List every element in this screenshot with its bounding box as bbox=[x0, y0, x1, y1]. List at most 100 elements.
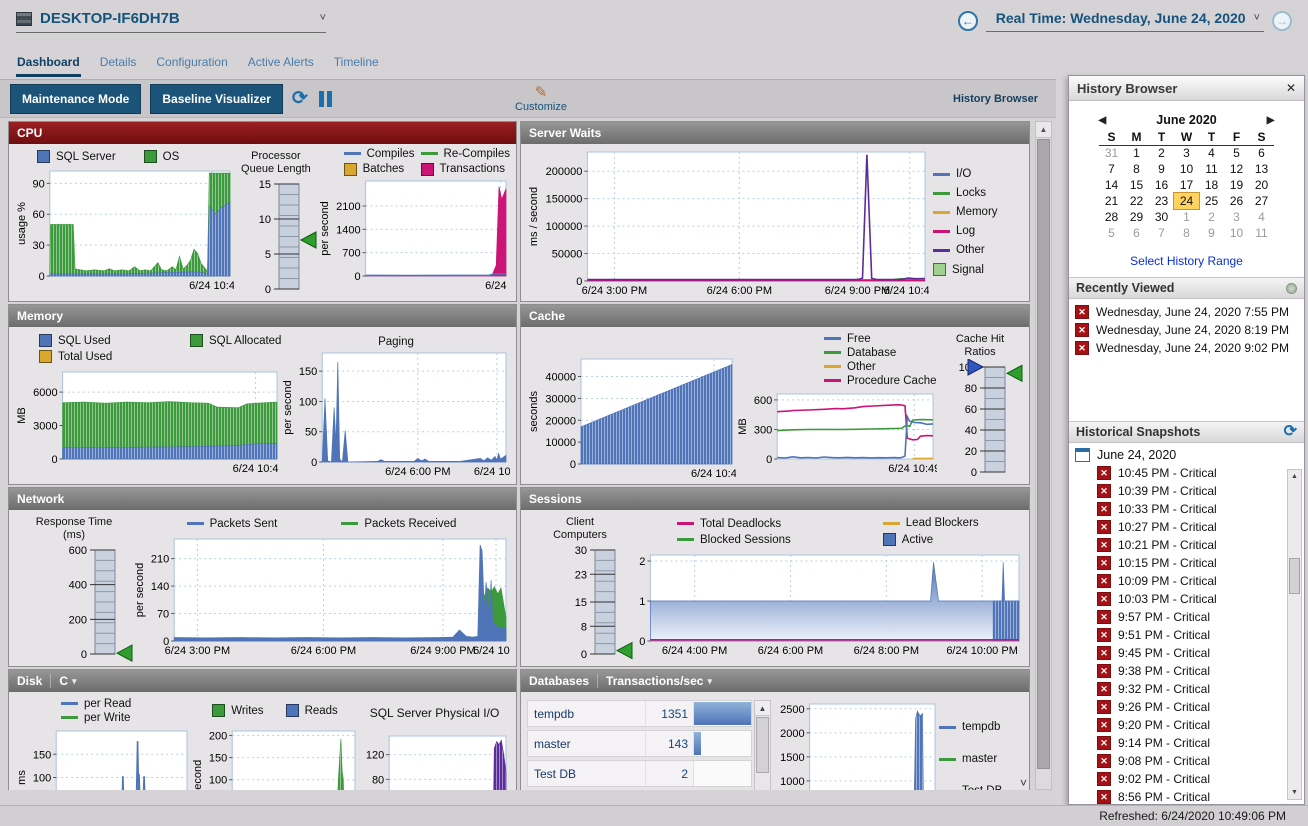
delete-icon[interactable]: ✕ bbox=[1097, 628, 1111, 642]
list-item[interactable]: ✕ 10:09 PM - Critical bbox=[1097, 574, 1284, 588]
select-history-range-link[interactable]: Select History Range bbox=[1130, 254, 1243, 268]
calendar-day[interactable]: 31 bbox=[1104, 146, 1119, 161]
scroll-up-icon[interactable]: ▲ bbox=[755, 701, 770, 716]
calendar-day[interactable]: 13 bbox=[1254, 162, 1269, 176]
list-item[interactable]: ✕ Wednesday, June 24, 2020 9:02 PM bbox=[1075, 341, 1300, 355]
calendar-day[interactable]: 28 bbox=[1104, 210, 1119, 224]
calendar-day[interactable]: 9 bbox=[1158, 162, 1165, 176]
databases-metric-dropdown[interactable]: Transactions/sec ▾ bbox=[606, 674, 712, 688]
calendar-day[interactable]: 4 bbox=[1258, 210, 1265, 224]
network-chart[interactable]: 0 70 140 210 6/24 3:00 PM 6/24 6:00 PM 6/24 9:… bbox=[133, 534, 516, 662]
memory-usage-chart[interactable]: 0 3000 6000 6/24 10:4 MB bbox=[15, 367, 281, 480]
panel-server-waits-header[interactable]: Server Waits bbox=[521, 122, 1029, 144]
list-item[interactable]: ✕ 10:33 PM - Critical bbox=[1097, 502, 1284, 516]
history-back-button[interactable]: ← bbox=[957, 11, 978, 31]
calendar-day[interactable]: 7 bbox=[1108, 162, 1115, 176]
calendar-day[interactable]: 21 bbox=[1104, 194, 1119, 208]
cpu-usage-chart[interactable]: 0 30 60 90 6/24 10:4 usage % bbox=[15, 166, 235, 297]
list-item[interactable]: ✕ 9:26 PM - Critical bbox=[1097, 700, 1284, 714]
list-item[interactable]: ✕ 9:38 PM - Critical bbox=[1097, 664, 1284, 678]
baseline-visualizer-button[interactable]: Baseline Visualizer bbox=[150, 83, 283, 114]
auto-clear-icon[interactable] bbox=[1286, 282, 1297, 294]
calendar-day[interactable]: 4 bbox=[1208, 146, 1215, 161]
calendar-day[interactable]: 11 bbox=[1205, 162, 1218, 176]
list-item[interactable]: ✕ 10:27 PM - Critical bbox=[1097, 520, 1284, 534]
calendar-day[interactable]: 27 bbox=[1254, 194, 1269, 208]
panel-databases-header[interactable]: Databases Transactions/sec ▾ bbox=[521, 670, 1029, 692]
calendar-day[interactable]: 18 bbox=[1204, 178, 1219, 192]
delete-icon[interactable]: ✕ bbox=[1097, 754, 1111, 768]
calendar-day[interactable]: 30 bbox=[1154, 210, 1169, 224]
list-item[interactable]: ✕ 9:51 PM - Critical bbox=[1097, 628, 1284, 642]
paging-chart[interactable]: 0 50 100 150 6/24 6:00 PM 6/24 10:4 per second bbox=[281, 348, 516, 483]
close-icon[interactable]: ✕ bbox=[1285, 81, 1296, 95]
refresh-icon[interactable]: ⟳ bbox=[1283, 423, 1297, 440]
calendar-day[interactable]: 2 bbox=[1208, 210, 1215, 224]
delete-icon[interactable]: ✕ bbox=[1097, 592, 1111, 606]
calendar-day[interactable]: 3 bbox=[1233, 210, 1240, 224]
calendar-day[interactable]: 25 bbox=[1204, 194, 1219, 208]
databases-chart[interactable]: 5001000150020002500 bbox=[773, 699, 939, 790]
dashboard-scrollbar[interactable]: ▲ bbox=[1035, 121, 1052, 790]
calendar-day[interactable]: 16 bbox=[1154, 178, 1169, 192]
calendar-day[interactable]: 2 bbox=[1158, 146, 1165, 161]
refresh-icon[interactable]: ⟳ bbox=[291, 88, 308, 109]
customize-button[interactable]: ✎ Customize bbox=[515, 83, 567, 113]
calendar-day[interactable]: 11 bbox=[1255, 226, 1268, 240]
calendar-day[interactable]: 17 bbox=[1179, 178, 1194, 192]
panel-memory-header[interactable]: Memory bbox=[9, 305, 516, 327]
tab[interactable]: Details bbox=[99, 55, 137, 69]
disk-drive-dropdown[interactable]: C ▾ bbox=[59, 674, 77, 688]
realtime-selector[interactable]: Real Time: Wednesday, June 24, 2020 ˅ bbox=[985, 10, 1264, 32]
tab[interactable]: Configuration bbox=[156, 55, 228, 69]
disk-latency-chart[interactable]: 050100150ms bbox=[15, 726, 191, 790]
delete-icon[interactable]: ✕ bbox=[1097, 700, 1111, 714]
calendar-next-icon[interactable]: ▶ bbox=[1266, 114, 1275, 126]
list-item[interactable]: ✕ 9:45 PM - Critical bbox=[1097, 646, 1284, 660]
delete-icon[interactable]: ✕ bbox=[1097, 466, 1111, 480]
delete-icon[interactable]: ✕ bbox=[1097, 718, 1111, 732]
calendar-day[interactable]: 1 bbox=[1133, 146, 1140, 161]
cache-mb-chart[interactable]: 0 300 600 6/24 10:49 MB bbox=[736, 389, 940, 480]
list-item[interactable]: ✕ 9:08 PM - Critical bbox=[1097, 754, 1284, 768]
list-item[interactable]: ✕ 10:39 PM - Critical bbox=[1097, 484, 1284, 498]
delete-icon[interactable]: ✕ bbox=[1075, 323, 1089, 337]
list-item[interactable]: ✕ 8:56 PM - Critical bbox=[1097, 790, 1284, 804]
calendar-day[interactable]: 6 bbox=[1258, 146, 1265, 161]
tab[interactable]: Active Alerts bbox=[247, 55, 314, 69]
server-selector[interactable]: DESKTOP-IF6DH7B ˅ bbox=[16, 10, 326, 33]
calendar-day[interactable]: 15 bbox=[1129, 178, 1144, 192]
calendar-day[interactable]: 6 bbox=[1133, 226, 1140, 240]
panel-disk-header[interactable]: Disk C ▾ bbox=[9, 670, 516, 692]
calendar-day[interactable]: 9 bbox=[1208, 226, 1215, 240]
scrollbar-thumb[interactable] bbox=[756, 717, 769, 773]
cache-seconds-chart[interactable]: 0 10000 20000 30000 40000 6/24 10:4 seconds bbox=[527, 354, 737, 484]
scroll-up-icon[interactable]: ▲ bbox=[1291, 473, 1298, 480]
delete-icon[interactable]: ✕ bbox=[1097, 772, 1111, 786]
disk-io-chart[interactable]: 050100150200second bbox=[191, 726, 359, 790]
tab[interactable]: Dashboard bbox=[16, 52, 81, 77]
scroll-up-icon[interactable]: ▲ bbox=[1036, 122, 1051, 138]
list-item[interactable]: ✕ 10:03 PM - Critical bbox=[1097, 592, 1284, 606]
calendar-day[interactable]: 12 bbox=[1229, 162, 1244, 176]
sessions-chart[interactable]: 0 1 2 6/24 4:00 PM 6/24 6:00 PM 6/24 8:00 PM 6… bbox=[633, 550, 1023, 662]
list-item[interactable]: ✕ 10:21 PM - Critical bbox=[1097, 538, 1284, 552]
list-item[interactable]: ✕ 9:02 PM - Critical bbox=[1097, 772, 1284, 786]
table-row[interactable]: Test DB 2 bbox=[527, 760, 752, 787]
scroll-down-icon[interactable]: ▼ bbox=[1291, 789, 1298, 796]
calendar-day[interactable]: 23 bbox=[1154, 194, 1169, 208]
scrollbar-thumb[interactable] bbox=[1289, 558, 1300, 594]
server-waits-chart[interactable]: 0 50000 100000 150000 200000 6/24 3:00 PM 6/24… bbox=[527, 147, 936, 297]
database-table-scrollbar[interactable]: ▲ bbox=[754, 700, 771, 790]
calendar-day[interactable]: 10 bbox=[1179, 162, 1194, 176]
pause-icon[interactable] bbox=[318, 90, 332, 107]
delete-icon[interactable]: ✕ bbox=[1097, 484, 1111, 498]
history-browser-toggle[interactable]: History Browser bbox=[953, 92, 1038, 105]
panel-sessions-header[interactable]: Sessions bbox=[521, 488, 1029, 510]
delete-icon[interactable]: ✕ bbox=[1097, 502, 1111, 516]
list-item[interactable]: ✕ 10:45 PM - Critical bbox=[1097, 466, 1284, 480]
list-item[interactable]: ✕ 9:14 PM - Critical bbox=[1097, 736, 1284, 750]
table-row[interactable]: tempdb 1351 bbox=[527, 700, 752, 727]
maintenance-mode-button[interactable]: Maintenance Mode bbox=[10, 83, 142, 114]
calendar-day[interactable]: 19 bbox=[1229, 178, 1244, 192]
